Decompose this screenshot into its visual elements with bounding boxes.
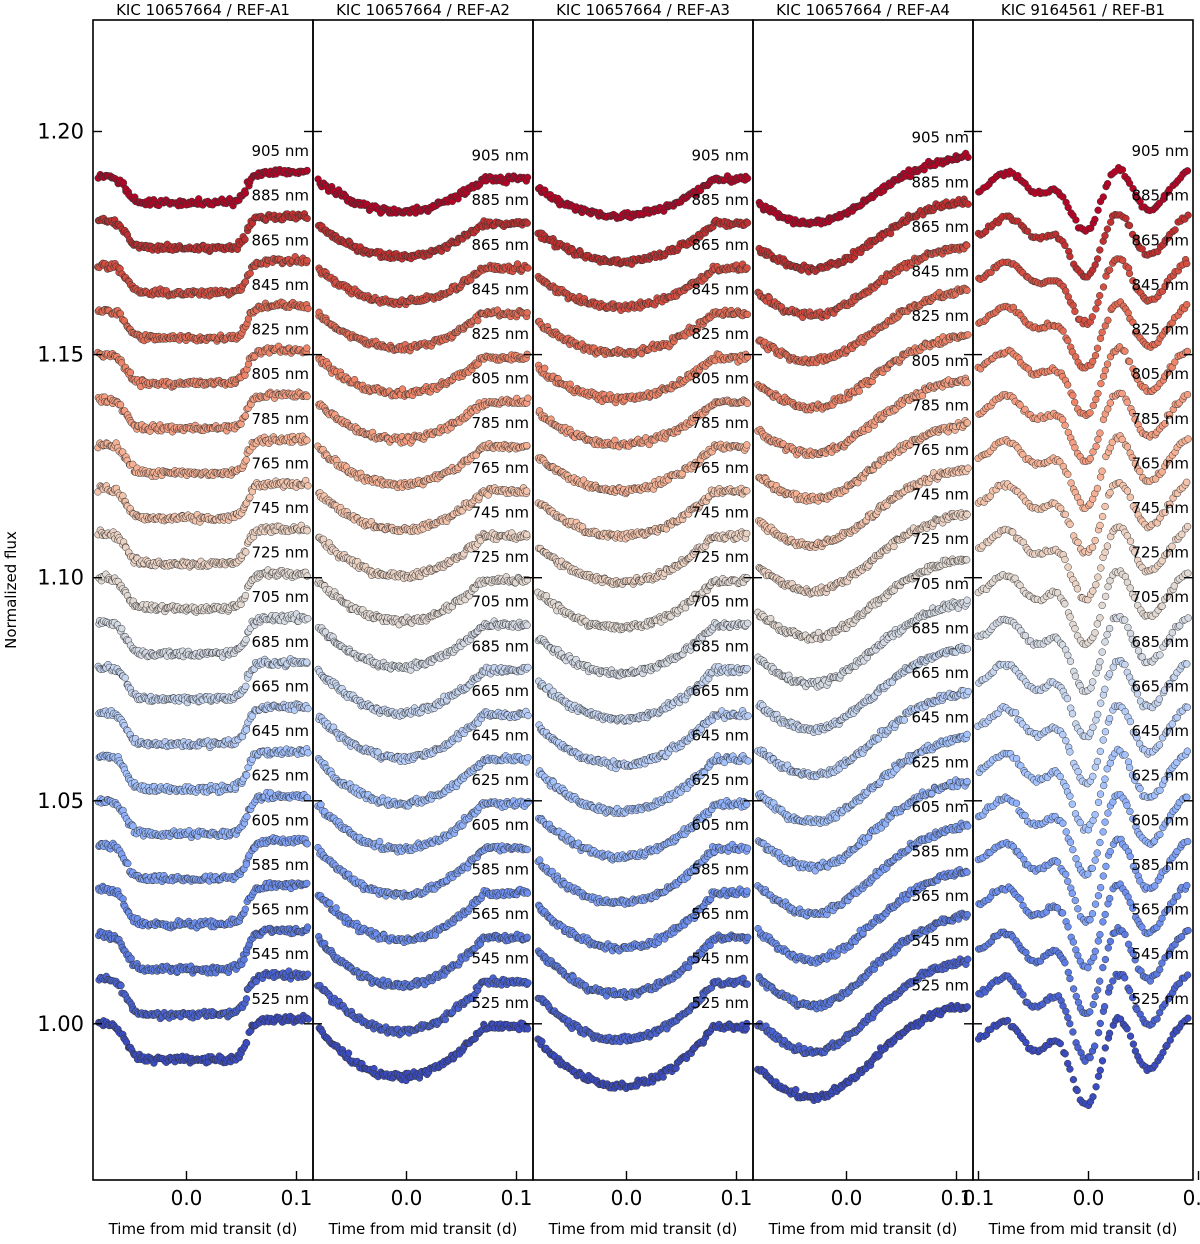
data-point (241, 235, 249, 243)
data-point (242, 995, 251, 1003)
data-point (303, 214, 311, 223)
wavelength-label: 745 nm (251, 499, 309, 517)
data-point (241, 905, 249, 913)
data-point (241, 189, 250, 197)
wavelength-label: 885 nm (251, 187, 309, 205)
data-point (242, 456, 250, 464)
data-point (523, 621, 531, 629)
x-axis-label: Time from mid transit (d) (108, 1220, 298, 1238)
data-point (303, 436, 311, 444)
data-point (304, 614, 312, 623)
data-point (242, 1039, 251, 1047)
wavelength-label: 765 nm (251, 454, 309, 472)
data-point (524, 753, 532, 762)
data-point (303, 879, 311, 888)
data-point (118, 624, 126, 633)
data-point (117, 981, 125, 990)
data-point (303, 166, 311, 175)
data-point (304, 970, 312, 978)
data-point (304, 304, 312, 313)
data-point (303, 572, 311, 580)
data-point (303, 344, 311, 352)
wavelength-label: 665 nm (251, 678, 309, 696)
wavelength-label: 725 nm (251, 544, 309, 562)
data-point (243, 812, 251, 821)
data-point (242, 548, 250, 556)
data-point (441, 1015, 450, 1024)
data-point (523, 845, 531, 854)
data-point (326, 899, 334, 907)
data-point (523, 933, 531, 941)
panel-1: 525 nm 545 nm 565 nm 585 nm 605 nm 625 nm 645 … (92, 1, 314, 1238)
x-tick-label: 0.0 (171, 1186, 203, 1210)
data-point (303, 923, 312, 931)
wavelength-label: 605 nm (251, 811, 309, 829)
wavelength-label: 685 nm (251, 633, 309, 651)
data-point (119, 179, 128, 187)
panels-layer: 525 nm 545 nm 565 nm 585 nm 605 nm 625 nm 645 … (37, 1, 1200, 1238)
wavelength-label: 845 nm (251, 276, 309, 294)
data-point (126, 368, 135, 377)
data-point (242, 635, 250, 644)
data-point (303, 256, 311, 265)
data-point (344, 1049, 353, 1057)
data-point (317, 800, 325, 809)
data-point (524, 798, 532, 806)
wavelength-label: 825 nm (251, 321, 309, 339)
data-point (241, 371, 249, 379)
data-point (523, 530, 531, 539)
panel-title: KIC 10657664 / REF-A1 (116, 1, 290, 19)
data-point (304, 749, 312, 757)
data-point (116, 401, 125, 409)
data-point (524, 711, 532, 720)
data-point (303, 392, 311, 401)
data-point (523, 889, 532, 897)
data-point (375, 837, 384, 846)
data-point (242, 771, 251, 779)
data-point (524, 663, 532, 672)
data-point (304, 482, 312, 490)
x-tick-label: 0.1 (281, 1186, 313, 1210)
data-point (242, 682, 250, 690)
data-point (524, 979, 532, 987)
wavelength-label: 805 nm (251, 365, 309, 383)
wavelength-label: 865 nm (251, 231, 309, 249)
wavelength-label: 705 nm (251, 588, 309, 606)
series-1-525nm (95, 1011, 312, 1067)
wavelength-label: 785 nm (251, 410, 309, 428)
data-point (241, 412, 250, 420)
data-point (303, 527, 311, 535)
data-point (241, 591, 250, 600)
data-point (304, 1015, 312, 1023)
wavelength-label: 625 nm (251, 767, 309, 785)
data-point (240, 956, 248, 964)
data-point (121, 674, 129, 682)
wavelength-label: 545 nm (251, 945, 309, 963)
data-point (304, 704, 312, 713)
data-point (242, 860, 251, 868)
data-point (303, 658, 311, 666)
data-point (303, 840, 311, 848)
wavelength-label: 585 nm (251, 856, 309, 874)
data-point (524, 1025, 532, 1033)
wavelength-label: 525 nm (251, 990, 309, 1008)
data-point (332, 904, 340, 912)
wavelength-label: 565 nm (251, 901, 309, 919)
data-point (242, 726, 251, 734)
data-point (124, 859, 132, 868)
wavelength-label: 645 nm (251, 722, 309, 740)
wavelength-label: 905 nm (251, 142, 309, 160)
